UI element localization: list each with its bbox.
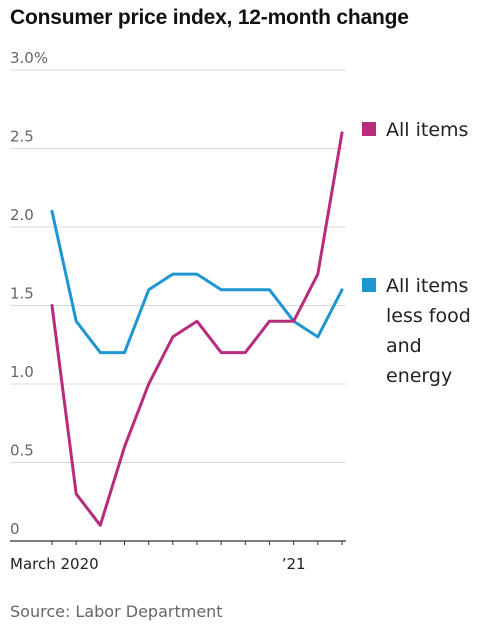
- y-tick-label: 1.0: [10, 363, 34, 381]
- y-tick-label: 0.5: [10, 442, 34, 460]
- x-tick-label: March 2020: [10, 555, 99, 573]
- legend-swatch: [362, 122, 376, 136]
- y-tick-label: 0: [10, 520, 20, 538]
- legend-label: energy: [386, 365, 452, 387]
- series-lines: [50, 131, 344, 527]
- legend: All items All items less food and energy: [362, 119, 471, 387]
- x-tick-label: ’21: [282, 555, 306, 573]
- legend-label: All items: [386, 275, 468, 297]
- y-tick-label: 2.0: [10, 206, 34, 224]
- y-tick-label: 2.5: [10, 128, 34, 146]
- legend-label: less food: [386, 305, 471, 327]
- chart-title: Consumer price index, 12-month change: [10, 6, 409, 29]
- series-line: [50, 209, 344, 355]
- y-tick-label: 1.5: [10, 285, 34, 303]
- legend-swatch: [362, 278, 376, 292]
- y-axis-tick-labels: 0 0.5 1.0 1.5 2.0 2.5 3.0%: [10, 49, 48, 538]
- gridlines: [10, 69, 346, 463]
- y-tick-label: 3.0%: [10, 49, 48, 67]
- legend-label: All items: [386, 119, 468, 141]
- x-axis: March 2020 ’21: [10, 540, 346, 573]
- source-note: Source: Labor Department: [10, 602, 223, 621]
- series-line: [50, 131, 344, 527]
- legend-label: and: [386, 335, 422, 357]
